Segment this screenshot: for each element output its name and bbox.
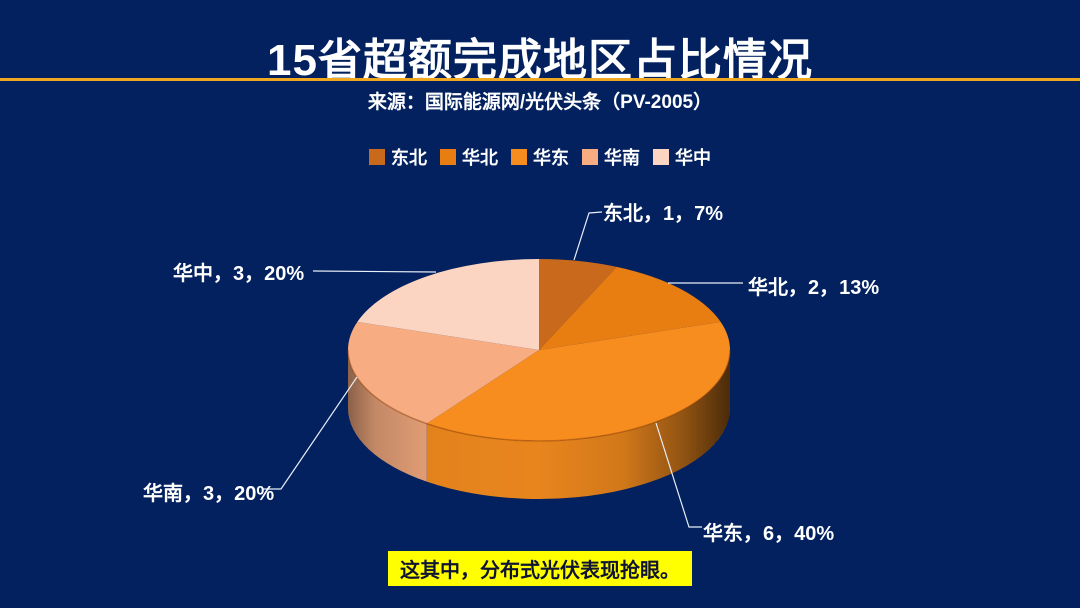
pie-slice-华北 — [539, 266, 721, 350]
leader-line-huadong — [655, 422, 702, 528]
legend-label: 华南 — [604, 148, 640, 168]
source-text: 来源：国际能源网/光伏头条（PV-2005） — [367, 92, 713, 113]
legend-item-huanan: 华南 — [582, 144, 640, 170]
leader-line-dongbei — [573, 211, 603, 261]
data-label-huabei: 华北，2，13% — [748, 277, 880, 299]
legend-label: 华中 — [675, 148, 711, 168]
data-label-huazhong: 华中，3，20% — [173, 263, 305, 285]
legend-label: 华东 — [533, 148, 569, 168]
leader-line-huanan — [262, 376, 358, 490]
data-label-dongbei: 东北，1，7% — [603, 203, 724, 225]
pie-wall-shading — [348, 350, 730, 499]
legend-item-huabei: 华北 — [440, 144, 498, 170]
page-title: 15省超额完成地区占比情况 — [267, 36, 813, 85]
pie-body — [347, 259, 731, 499]
legend-item-huazhong: 华中 — [653, 144, 711, 170]
pie-slice-东北 — [539, 259, 617, 350]
legend-swatch-icon — [653, 149, 669, 165]
legend-label: 东北 — [391, 148, 427, 168]
data-label-huanan: 华南，3，20% — [143, 483, 275, 505]
accent-divider-line — [0, 78, 1080, 81]
leader-lines — [262, 211, 743, 528]
pie-slice-华东 — [426, 321, 730, 441]
legend-item-dongbei: 东北 — [369, 144, 427, 170]
pie-slice-华南 — [347, 321, 539, 424]
legend-swatch-icon — [582, 149, 598, 165]
legend-label: 华北 — [462, 148, 498, 168]
chart-legend: 东北 华北 华东 华南 华中 — [0, 144, 1080, 170]
pie-slice-华中 — [357, 259, 539, 350]
data-label-huadong: 华东，6，40% — [703, 523, 835, 545]
legend-item-huadong: 华东 — [511, 144, 569, 170]
leader-line-huazhong — [312, 270, 437, 273]
footnote-highlight: 这其中，分布式光伏表现抢眼。 — [388, 551, 692, 586]
pie-front-rim — [347, 349, 731, 442]
legend-swatch-icon — [369, 149, 385, 165]
legend-swatch-icon — [511, 149, 527, 165]
legend-swatch-icon — [440, 149, 456, 165]
